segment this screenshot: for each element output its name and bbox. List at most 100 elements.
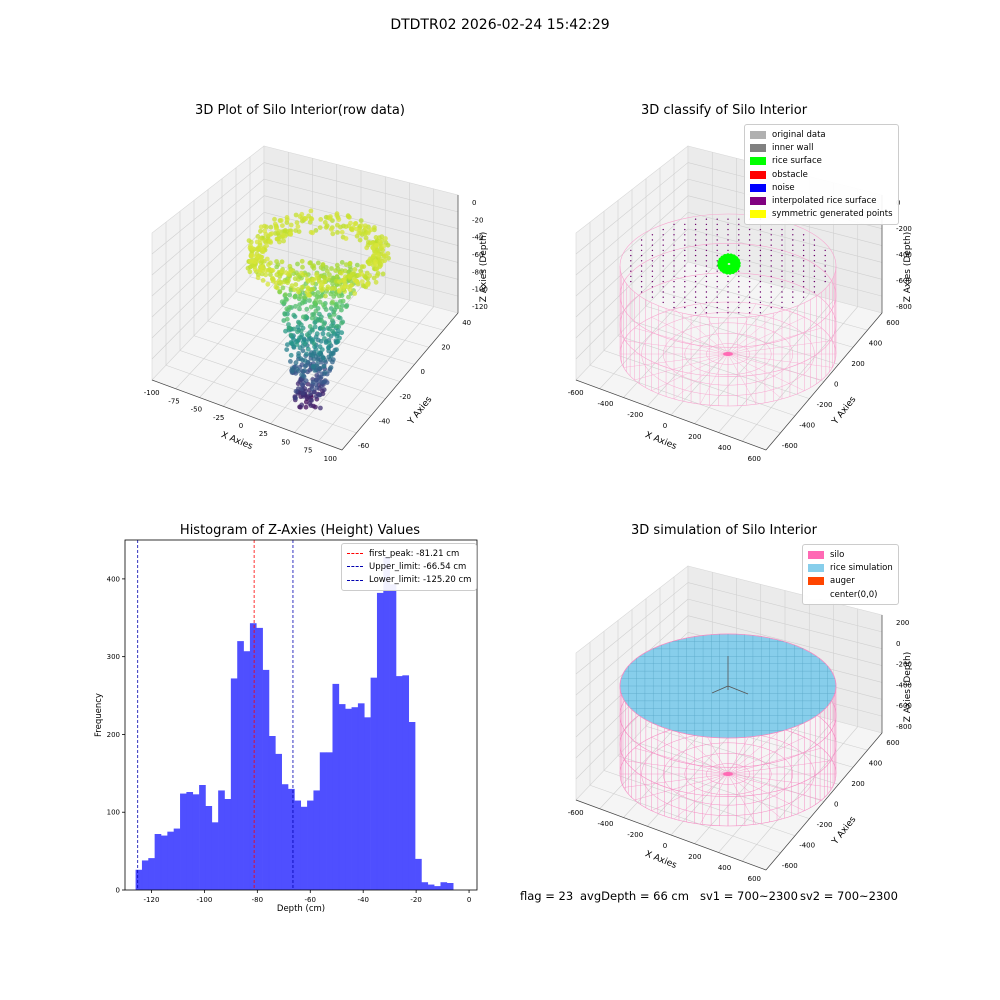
- interpolated-point: [705, 254, 708, 257]
- data-point: [330, 328, 335, 334]
- legend-item-auger: auger: [808, 575, 893, 588]
- interpolated-point: [673, 249, 675, 252]
- interpolated-point: [738, 254, 740, 257]
- data-point: [330, 275, 336, 281]
- y-tick-label: 400: [869, 759, 882, 767]
- interpolated-point: [662, 275, 664, 278]
- data-point: [307, 260, 313, 266]
- legend-item-obstacle: obstacle: [750, 168, 893, 181]
- data-point: [374, 273, 380, 278]
- interpolated-point: [748, 249, 751, 252]
- data-point: [278, 218, 284, 223]
- histogram-bar: [180, 793, 187, 890]
- plot2-z-label: Z Axies (Depth): [903, 232, 913, 303]
- data-point: [274, 259, 279, 264]
- data-point: [339, 229, 345, 235]
- data-point: [288, 222, 294, 228]
- interpolated-point: [694, 228, 697, 231]
- interpolated-point: [813, 249, 816, 252]
- grid-line: [673, 276, 868, 331]
- data-point: [336, 293, 342, 299]
- z-tick-label: -20: [472, 216, 483, 224]
- interpolated-point: [640, 286, 643, 288]
- data-point: [359, 271, 365, 277]
- histogram-bar: [205, 806, 213, 890]
- z-tick-label: 0: [472, 199, 476, 207]
- interpolated-point: [727, 228, 729, 231]
- data-point: [318, 405, 323, 411]
- z-tick-label: -800: [896, 303, 912, 311]
- interpolated-point: [640, 249, 643, 252]
- data-point: [273, 231, 278, 236]
- legend-swatch: [750, 157, 766, 166]
- interpolated-point: [630, 265, 632, 267]
- data-point: [284, 347, 290, 352]
- data-point: [267, 238, 273, 244]
- z-tick-label: -400: [896, 681, 912, 689]
- data-point: [367, 261, 373, 266]
- data-point: [293, 303, 298, 309]
- x-tick-label: -200: [627, 831, 643, 839]
- y-tick-label: 400: [107, 575, 120, 583]
- grid-line: [687, 598, 883, 650]
- data-point: [279, 259, 285, 265]
- interpolated-point: [630, 260, 632, 262]
- histogram-bar: [319, 752, 327, 890]
- data-point: [370, 245, 376, 251]
- plot4-z-label: Z Axies (Depth): [903, 652, 913, 723]
- interpolated-point: [738, 301, 740, 304]
- data-point: [361, 264, 367, 269]
- data-point: [302, 341, 308, 347]
- data-point: [285, 342, 290, 347]
- interpolated-point: [727, 244, 729, 246]
- data-point: [319, 347, 325, 352]
- x-tick-label: 0: [239, 422, 243, 430]
- histogram-bar: [237, 641, 244, 890]
- data-point: [248, 258, 253, 264]
- interpolated-point: [748, 280, 751, 283]
- data-point: [322, 220, 328, 225]
- data-point: [263, 272, 269, 278]
- grid-line: [151, 228, 265, 339]
- interpolated-point: [792, 265, 794, 267]
- data-point: [343, 283, 348, 289]
- data-point: [337, 335, 342, 341]
- interpolated-point: [781, 301, 783, 304]
- legend-item-lower-limit: Lower_limit: -125.20 cm: [347, 574, 471, 587]
- data-point: [383, 240, 389, 246]
- data-point: [293, 360, 299, 366]
- histogram-bar: [199, 785, 206, 890]
- footer-flag: flag = 23: [520, 889, 574, 903]
- interpolated-point: [738, 275, 740, 278]
- interpolated-point: [640, 291, 643, 293]
- silo-floor-spoke: [727, 773, 783, 820]
- silo-floor-spoke: [634, 353, 729, 381]
- silo-floor-spoke: [623, 773, 729, 788]
- data-point: [281, 238, 286, 244]
- silo-floor-spoke: [727, 728, 783, 775]
- data-point: [293, 228, 299, 234]
- data-point: [383, 236, 388, 241]
- interpolated-point: [684, 306, 686, 309]
- z-tick-label: -60: [472, 251, 483, 259]
- data-point: [339, 260, 345, 265]
- y-tick-label: -400: [799, 842, 815, 850]
- silo-floor-spoke: [634, 773, 729, 801]
- z-tick-label: -100: [472, 286, 488, 294]
- data-point: [359, 279, 365, 284]
- histogram-bar: [370, 677, 378, 890]
- data-point: [338, 270, 344, 276]
- histogram-bar: [288, 788, 295, 890]
- silo-floor-spoke: [727, 773, 822, 801]
- interpolated-point: [705, 265, 708, 267]
- data-point: [279, 299, 285, 305]
- data-point: [308, 403, 314, 408]
- grid-line: [263, 162, 459, 213]
- interpolated-point: [662, 265, 664, 267]
- x-tick-label: -25: [213, 414, 224, 422]
- interpolated-point: [684, 265, 686, 267]
- interpolated-point: [781, 249, 783, 252]
- interpolated-point: [673, 275, 675, 278]
- data-point: [305, 346, 311, 352]
- data-point: [303, 378, 309, 384]
